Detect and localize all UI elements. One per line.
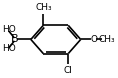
Text: HO: HO — [2, 25, 16, 34]
Text: CH₃: CH₃ — [35, 2, 52, 12]
Text: B: B — [11, 34, 18, 44]
Text: O: O — [90, 35, 97, 44]
Text: HO: HO — [2, 45, 16, 54]
Text: CH₃: CH₃ — [98, 35, 115, 44]
Text: Cl: Cl — [64, 66, 73, 75]
